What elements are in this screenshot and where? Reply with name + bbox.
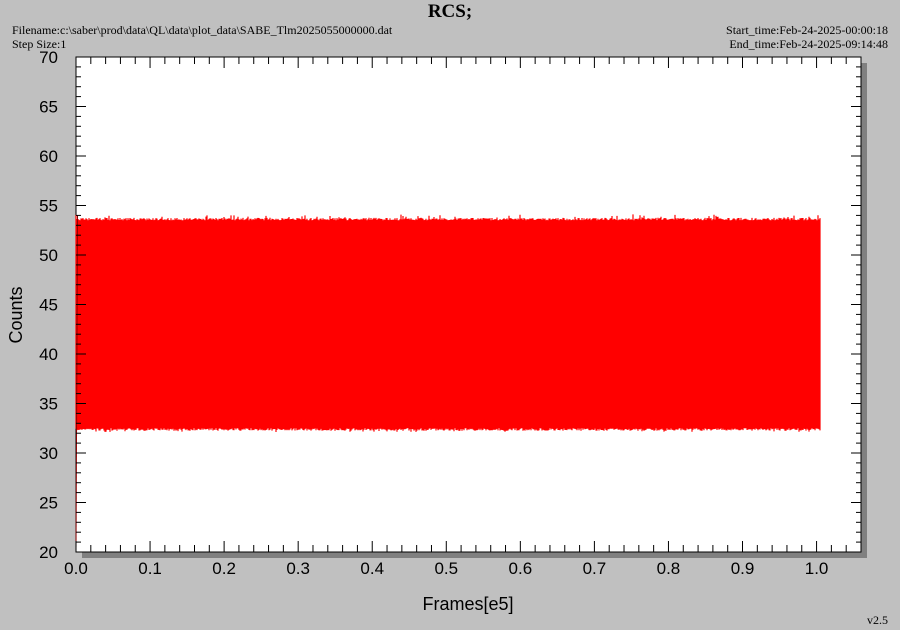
series-layer xyxy=(75,214,821,553)
file-info: Filename:c:\saber\prod\data\QL\data\plot… xyxy=(12,23,392,51)
y-tick-label: 60 xyxy=(39,147,58,166)
y-tick-label: 70 xyxy=(39,48,58,67)
y-tick-label: 25 xyxy=(39,494,58,513)
y-tick-label: 65 xyxy=(39,98,58,117)
x-tick-label: 0.1 xyxy=(138,559,162,578)
x-axis-title: Frames[e5] xyxy=(422,594,513,614)
x-tick-label: 0.8 xyxy=(657,559,681,578)
y-tick-label: 40 xyxy=(39,345,58,364)
y-tick-label: 20 xyxy=(39,543,58,562)
y-tick-label: 55 xyxy=(39,197,58,216)
start-time-label: Start_time:Feb-24-2025-00:00:18 xyxy=(726,23,888,37)
chart-title: RCS; xyxy=(427,1,473,22)
filename-label: Filename:c:\saber\prod\data\QL\data\plot… xyxy=(12,23,393,37)
x-tick-label: 1.0 xyxy=(805,559,829,578)
end-time-label: End_time:Feb-24-2025-09:14:48 xyxy=(729,37,888,51)
x-tick-label: 0.3 xyxy=(286,559,310,578)
x-tick-label: 0.4 xyxy=(360,559,384,578)
x-tick-label: 0.6 xyxy=(509,559,533,578)
step-size-label: Step Size:1 xyxy=(12,37,67,51)
y-tick-label: 50 xyxy=(39,246,58,265)
time-info: Start_time:Feb-24-2025-00:00:18 End_time… xyxy=(726,23,888,51)
y-tick-label: 35 xyxy=(39,395,58,414)
version-label: v2.5 xyxy=(867,613,888,627)
labels-layer: 0.0 0.1 0.2 0.3 0.4 0.5 0.6 0.7 0.8 0.9 1.0 20 25 30 3… xyxy=(39,48,828,578)
y-tick-label: 45 xyxy=(39,296,58,315)
ticks-layer xyxy=(75,56,861,553)
series-band xyxy=(75,214,821,432)
x-tick-label: 0.5 xyxy=(434,559,458,578)
y-tick-label: 30 xyxy=(39,444,58,463)
x-tick-label: 0.2 xyxy=(212,559,236,578)
y-axis-title: Counts xyxy=(6,286,26,343)
x-tick-label: 0.0 xyxy=(64,559,88,578)
x-tick-label: 0.7 xyxy=(583,559,607,578)
x-tick-label: 0.9 xyxy=(731,559,755,578)
